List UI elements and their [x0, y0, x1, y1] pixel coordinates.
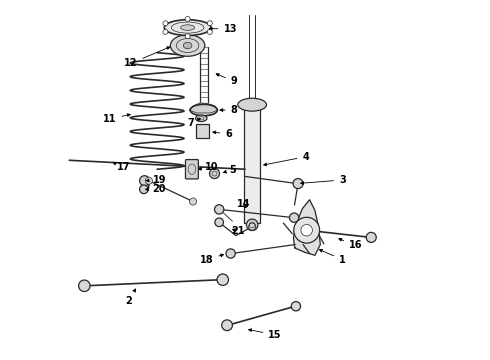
Text: 20: 20: [146, 184, 166, 194]
Text: 1: 1: [319, 249, 346, 265]
Ellipse shape: [181, 25, 195, 30]
Circle shape: [301, 225, 313, 236]
Circle shape: [291, 302, 300, 311]
Text: 3: 3: [301, 175, 346, 185]
Circle shape: [309, 226, 318, 235]
Text: 7: 7: [187, 118, 200, 128]
Circle shape: [185, 17, 190, 22]
Ellipse shape: [171, 35, 205, 56]
FancyBboxPatch shape: [186, 159, 198, 179]
Text: 12: 12: [124, 47, 170, 68]
Ellipse shape: [196, 115, 207, 122]
Circle shape: [190, 198, 196, 205]
Circle shape: [246, 219, 258, 230]
Bar: [196, 125, 209, 138]
Circle shape: [293, 179, 303, 189]
Text: 5: 5: [223, 165, 236, 175]
Text: 15: 15: [248, 329, 282, 340]
Text: 6: 6: [213, 129, 232, 139]
Circle shape: [290, 213, 299, 222]
Text: 17: 17: [113, 162, 130, 172]
Circle shape: [226, 249, 235, 258]
Ellipse shape: [190, 104, 218, 116]
Circle shape: [215, 205, 224, 214]
Circle shape: [140, 185, 148, 194]
Text: 13: 13: [209, 24, 237, 34]
Text: 8: 8: [220, 105, 238, 115]
Text: 16: 16: [339, 238, 363, 250]
Ellipse shape: [164, 20, 211, 36]
Circle shape: [207, 30, 212, 35]
Text: 4: 4: [264, 152, 309, 166]
Circle shape: [210, 168, 220, 179]
Circle shape: [294, 217, 319, 243]
Text: 11: 11: [103, 114, 130, 124]
Ellipse shape: [238, 98, 267, 111]
Polygon shape: [294, 200, 320, 255]
Circle shape: [215, 218, 223, 226]
Circle shape: [78, 280, 90, 292]
Circle shape: [163, 21, 168, 26]
Text: 9: 9: [216, 74, 238, 86]
Circle shape: [366, 232, 376, 242]
Circle shape: [207, 21, 212, 26]
Circle shape: [221, 320, 232, 330]
Ellipse shape: [183, 42, 192, 49]
Circle shape: [140, 176, 149, 186]
Circle shape: [146, 177, 152, 184]
Text: 19: 19: [146, 175, 166, 185]
Circle shape: [163, 30, 168, 35]
Bar: [245, 108, 260, 223]
Circle shape: [248, 223, 256, 230]
Text: 14: 14: [237, 199, 250, 210]
Circle shape: [185, 34, 190, 39]
Polygon shape: [190, 103, 218, 113]
Text: 10: 10: [198, 162, 219, 172]
Text: 2: 2: [125, 289, 136, 306]
Text: 18: 18: [200, 254, 223, 265]
Text: 21: 21: [231, 226, 245, 236]
Circle shape: [217, 274, 228, 285]
